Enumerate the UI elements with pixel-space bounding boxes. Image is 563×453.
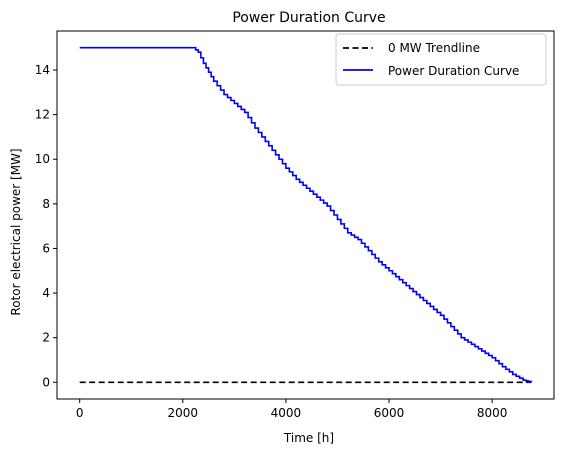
x-axis-ticks: 0 2000 4000 6000 8000 — [76, 399, 508, 420]
axes-frame — [56, 30, 555, 400]
plot-area: 0 2000 4000 6000 8000 0 2 4 6 8 10 12 14 — [35, 30, 555, 420]
legend-frame — [335, 33, 547, 86]
x-axis-title: Time [h] — [283, 431, 334, 445]
x-tick-label: 2000 — [168, 406, 199, 420]
x-tick-label: 4000 — [271, 406, 302, 420]
y-tick-label: 4 — [42, 286, 50, 300]
x-tick-label: 0 — [76, 406, 84, 420]
y-axis-ticks: 0 2 4 6 8 10 12 14 — [35, 63, 57, 389]
y-tick-label: 8 — [42, 197, 50, 211]
legend-label-trendline: 0 MW Trendline — [388, 41, 480, 55]
y-tick-label: 10 — [35, 152, 50, 166]
legend-label-curve: Power Duration Curve — [388, 64, 519, 78]
x-tick-label: 6000 — [374, 406, 405, 420]
series-line-power-duration-curve — [79, 46, 533, 383]
y-tick-label: 6 — [42, 241, 50, 255]
y-axis-title: Rotor electrical power [MW] — [9, 148, 23, 315]
series-layer — [79, 46, 533, 384]
y-tick-label: 0 — [42, 375, 50, 389]
chart-title: Power Duration Curve — [232, 10, 385, 26]
y-tick-label: 14 — [35, 63, 50, 77]
legend: 0 MW Trendline Power Duration Curve — [335, 33, 547, 86]
y-tick-label: 12 — [35, 108, 50, 122]
y-tick-label: 2 — [42, 331, 50, 345]
x-tick-label: 8000 — [477, 406, 508, 420]
